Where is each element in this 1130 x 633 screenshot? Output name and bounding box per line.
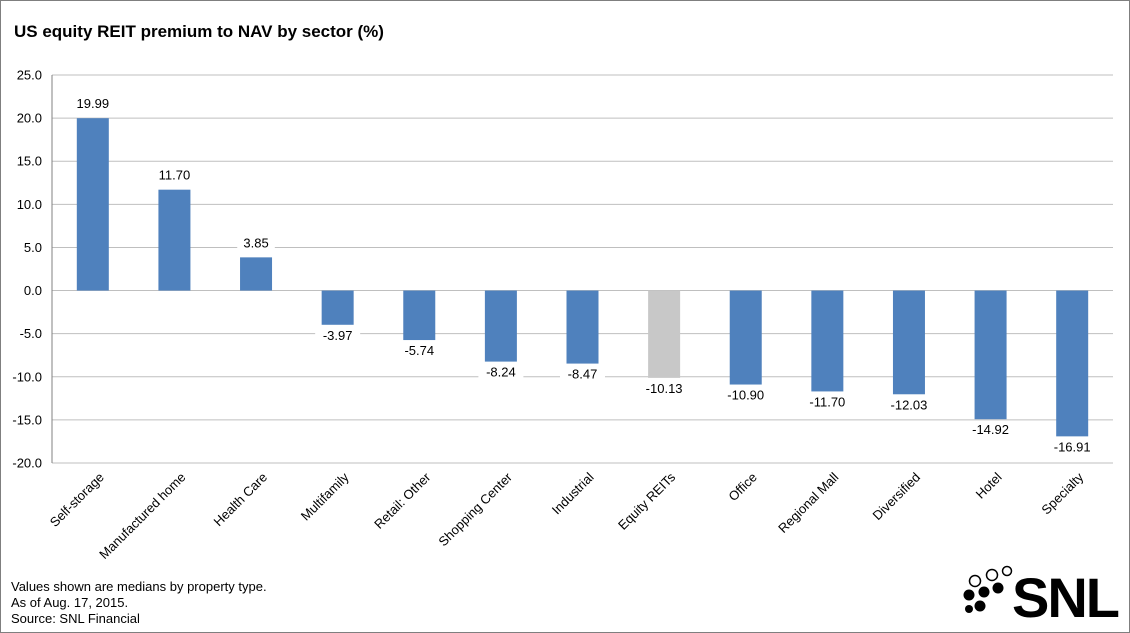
data-label: -10.90 bbox=[727, 388, 764, 403]
bar bbox=[1056, 290, 1089, 437]
bar bbox=[729, 290, 762, 385]
y-tick-label: -20.0 bbox=[12, 456, 42, 471]
y-tick-label: -15.0 bbox=[12, 412, 42, 427]
data-label: -14.92 bbox=[972, 422, 1009, 437]
y-tick-label: -5.0 bbox=[20, 326, 42, 341]
category-label: Manufactured home bbox=[96, 470, 188, 562]
y-tick-label: 25.0 bbox=[17, 68, 42, 83]
data-label-background bbox=[560, 366, 605, 383]
category-label: Diversified bbox=[870, 470, 924, 524]
data-label-background bbox=[151, 167, 197, 184]
gridlines bbox=[51, 74, 1113, 464]
logo-text: SNL bbox=[1012, 566, 1120, 629]
data-label: 11.70 bbox=[159, 168, 191, 183]
data-label: 19.99 bbox=[77, 96, 110, 111]
y-tick-label: 20.0 bbox=[17, 111, 42, 126]
data-label: -8.24 bbox=[486, 365, 516, 380]
bar bbox=[403, 290, 436, 341]
category-label: Industrial bbox=[549, 469, 597, 517]
category-label: Hotel bbox=[973, 469, 1005, 501]
data-label: -5.74 bbox=[404, 343, 434, 358]
category-label: Multifamily bbox=[298, 469, 352, 523]
snl-logo: SNL bbox=[960, 565, 1125, 629]
data-label: -10.13 bbox=[646, 381, 683, 396]
chart-title: US equity REIT premium to NAV by sector … bbox=[14, 22, 384, 41]
bar bbox=[974, 290, 1007, 420]
data-label-background bbox=[801, 394, 854, 411]
dots-logo-icon bbox=[963, 565, 1013, 613]
category-label: Shopping Center bbox=[435, 469, 515, 549]
data-label-background bbox=[237, 235, 275, 252]
category-label: Retail: Other bbox=[371, 469, 434, 532]
data-label-background bbox=[396, 343, 442, 360]
data-label: 3.85 bbox=[243, 235, 268, 250]
data-label: -8.47 bbox=[568, 367, 598, 382]
note-median: Values shown are medians by property typ… bbox=[11, 579, 267, 594]
note-source: Source: SNL Financial bbox=[11, 611, 140, 626]
data-label-background bbox=[637, 380, 691, 397]
data-label: -3.97 bbox=[323, 328, 353, 343]
data-label-background bbox=[315, 327, 361, 344]
data-label-background bbox=[964, 422, 1017, 439]
category-label: Self-storage bbox=[47, 470, 107, 530]
data-label-background bbox=[882, 397, 936, 414]
data-labels: 19.99 11.70 3.85 -3.97 -5.74 -8.24 -8.47 -10.13… bbox=[70, 96, 1099, 456]
chart-notes: Values shown are medians by property typ… bbox=[11, 579, 267, 627]
bar bbox=[321, 290, 354, 325]
category-label: Specialty bbox=[1038, 469, 1086, 517]
category-label: Equity REITs bbox=[615, 469, 679, 533]
bar bbox=[892, 290, 925, 395]
note-date: As of Aug. 17, 2015. bbox=[11, 595, 129, 610]
data-label: -12.03 bbox=[891, 397, 928, 412]
data-label-background bbox=[478, 364, 524, 381]
bars bbox=[76, 118, 1089, 437]
data-label: -11.70 bbox=[809, 394, 845, 409]
bar bbox=[566, 290, 599, 364]
bar bbox=[811, 290, 844, 392]
category-label: Office bbox=[725, 470, 759, 504]
data-label-background bbox=[1045, 439, 1099, 456]
bar bbox=[76, 118, 109, 291]
y-axis-tick-labels: 25.0 20.0 15.0 10.0 5.0 0.0 -5.0 -10.0 -15.0 -20.… bbox=[12, 68, 42, 471]
bar bbox=[158, 189, 191, 291]
y-tick-label: 5.0 bbox=[24, 240, 42, 255]
data-label-background bbox=[719, 387, 772, 404]
y-tick-label: 10.0 bbox=[17, 197, 42, 212]
category-label: Regional Mall bbox=[775, 469, 841, 535]
data-label: -16.91 bbox=[1054, 439, 1091, 454]
bar bbox=[240, 257, 273, 291]
data-label-background bbox=[70, 96, 116, 113]
bar bbox=[648, 290, 681, 378]
bar bbox=[484, 290, 517, 362]
y-tick-label: 0.0 bbox=[24, 283, 42, 298]
y-tick-label: 15.0 bbox=[17, 154, 42, 169]
y-tick-label: -10.0 bbox=[12, 369, 42, 384]
category-label: Health Care bbox=[210, 470, 270, 530]
